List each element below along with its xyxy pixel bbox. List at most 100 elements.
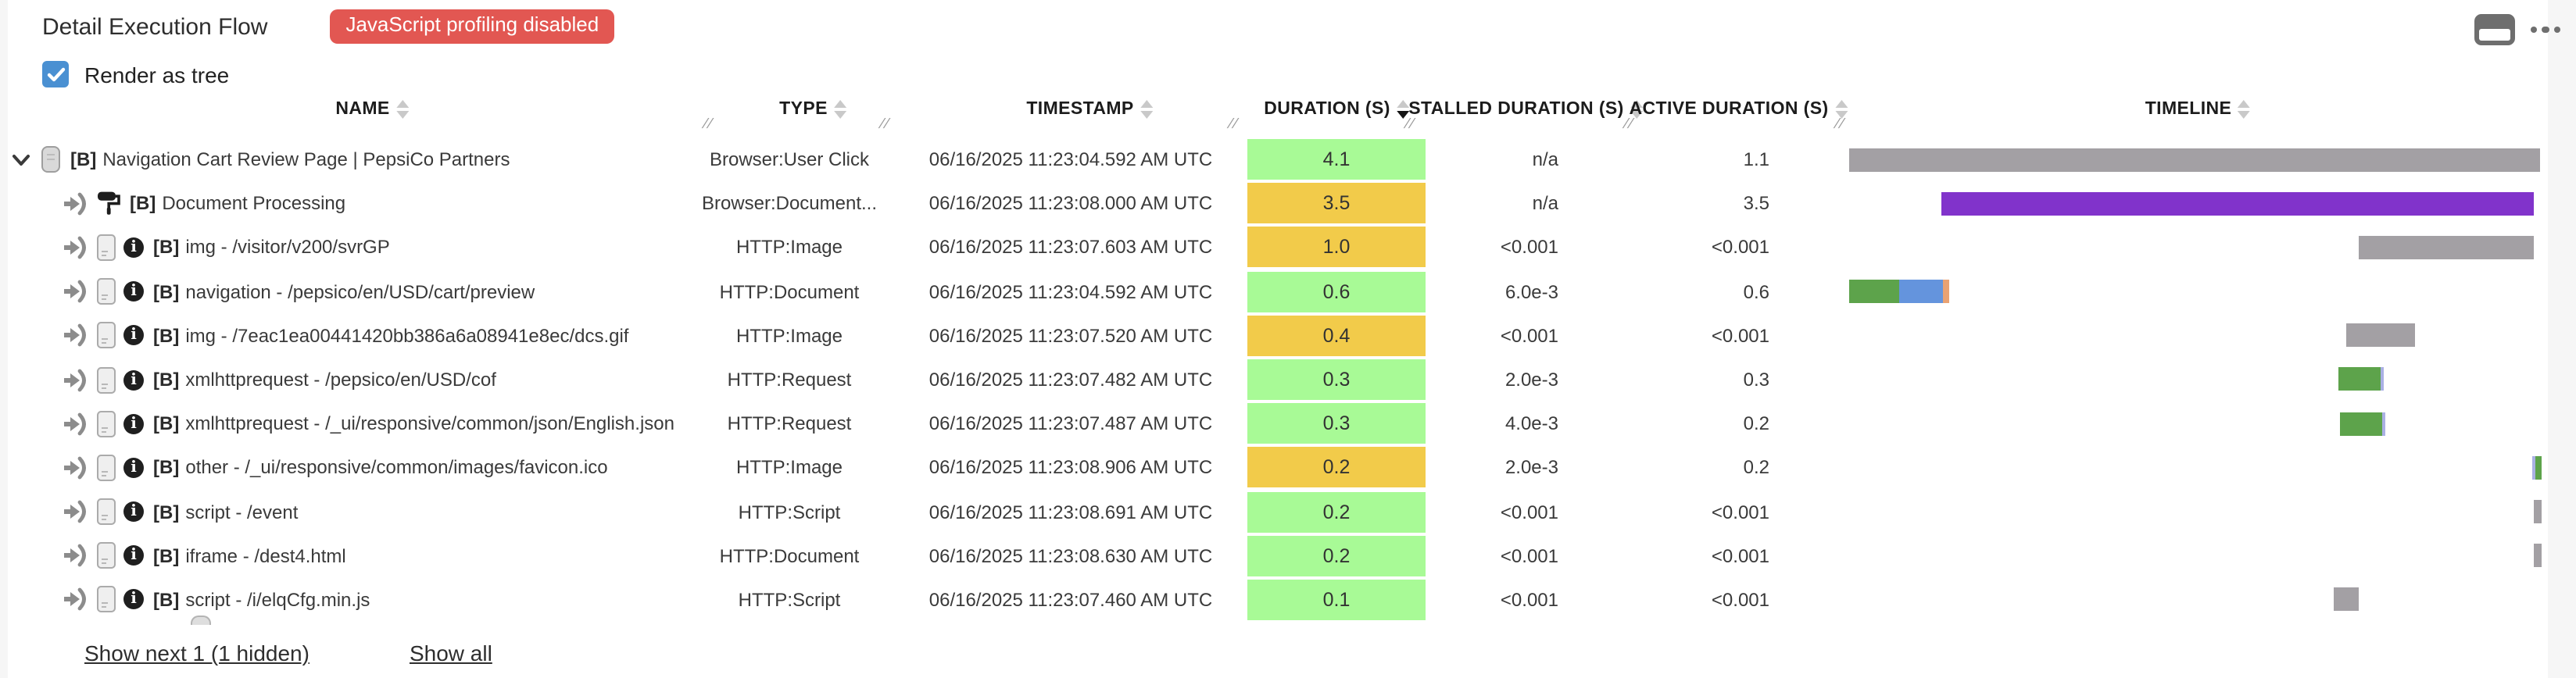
sort-icon[interactable] [395, 100, 409, 119]
stalled-duration-cell: 6.0e-3 [1504, 280, 1558, 303]
table-row[interactable]: i [B] script - /event HTTP:Script 06/16/2… [0, 490, 2576, 533]
timestamp-cell: 06/16/2025 11:23:07.482 AM UTC [928, 369, 1213, 391]
column-resize-handle[interactable]: // [700, 116, 716, 131]
timestamp-cell: 06/16/2025 11:23:07.460 AM UTC [928, 588, 1213, 611]
info-icon[interactable]: i [123, 413, 144, 434]
column-header-timeline[interactable]: TIMELINE [2145, 100, 2251, 119]
stalled-duration-cell: 2.0e-3 [1504, 456, 1558, 479]
duration-cell: 1.0 [1247, 227, 1426, 268]
type-cell: HTTP:Request [727, 412, 852, 435]
timeline-bar-gray [2534, 544, 2542, 568]
info-icon[interactable]: i [123, 369, 144, 391]
render-as-tree-label: Render as tree [84, 62, 230, 87]
event-name: img - /visitor/v200/svrGP [185, 236, 390, 259]
sort-icon[interactable] [833, 100, 846, 119]
render-as-tree-checkbox[interactable] [42, 61, 69, 87]
column-header-type[interactable]: TYPE [779, 100, 846, 119]
table-header: NAME TYPE TIMESTAMP DURATION (S) STALLED… [0, 100, 2576, 134]
sort-icon[interactable] [1834, 100, 1848, 119]
timeline-bar-green [1849, 280, 1900, 304]
column-header-active-duration[interactable]: ACTIVE DURATION (S) [1629, 100, 1848, 119]
timeline-cell [1844, 401, 2543, 445]
column-header-timestamp[interactable]: TIMESTAMP [1026, 100, 1153, 119]
timeline-bar-gray [2345, 323, 2416, 348]
show-all-link[interactable]: Show all [409, 641, 492, 666]
sort-icon-desc-active[interactable] [1396, 100, 1409, 119]
table-row[interactable]: i [B] img - /7eac1ea00441420bb386a6a08941… [0, 314, 2576, 358]
timeline-cell [1844, 578, 2543, 622]
more-options-icon[interactable] [2530, 14, 2560, 45]
timeline-bar-lavender [2531, 455, 2535, 480]
right-edge [2548, 0, 2576, 678]
info-icon[interactable]: i [123, 325, 144, 346]
table-row[interactable]: i [B] iframe - /dest4.html HTTP:Document … [0, 533, 2576, 577]
scroll-icon [41, 145, 61, 173]
type-cell: HTTP:Script [738, 501, 841, 523]
sort-icon[interactable] [1630, 100, 1643, 119]
server-icon [97, 278, 116, 305]
timestamp-cell: 06/16/2025 11:23:07.487 AM UTC [928, 412, 1213, 435]
timeline-cell [1844, 314, 2543, 358]
hidden-row-partial-icon [191, 616, 211, 625]
type-cell: HTTP:Image [735, 324, 843, 347]
type-cell: Browser:User Click [709, 148, 869, 171]
type-cell: HTTP:Script [738, 588, 841, 611]
info-icon[interactable]: i [123, 545, 144, 566]
table-row[interactable]: i [B] xmlhttprequest - /pepsico/en/USD/co… [0, 358, 2576, 401]
type-cell: HTTP:Image [735, 236, 843, 259]
timestamp-cell: 06/16/2025 11:23:08.906 AM UTC [928, 456, 1213, 479]
column-resize-handle[interactable]: // [877, 116, 893, 131]
page-title: Detail Execution Flow [42, 13, 268, 40]
active-duration-cell: <0.001 [1711, 236, 1769, 259]
sort-icon[interactable] [1140, 100, 1153, 119]
server-icon [97, 586, 116, 613]
info-icon[interactable]: i [123, 589, 144, 610]
column-header-duration[interactable]: DURATION (S) [1264, 100, 1409, 119]
enter-icon [63, 456, 89, 480]
event-name: navigation - /pepsico/en/USD/cart/previe… [185, 280, 535, 303]
table-row[interactable]: i [B] img - /visitor/v200/svrGP HTTP:Imag… [0, 226, 2576, 269]
duration-cell: 0.4 [1247, 315, 1426, 356]
info-icon[interactable]: i [123, 501, 144, 523]
active-duration-cell: 0.2 [1743, 412, 1769, 435]
timeline-bar-blue [1899, 280, 1944, 304]
panel-layout-icon[interactable] [2474, 14, 2514, 45]
active-duration-cell: 3.5 [1743, 192, 1769, 215]
show-next-link[interactable]: Show next 1 (1 hidden) [84, 641, 309, 666]
table-row[interactable]: [B] Document Processing Browser:Document.… [0, 181, 2576, 225]
type-cell: HTTP:Request [727, 369, 852, 391]
chevron-down-icon[interactable] [11, 152, 31, 166]
execution-flow-table: [B] Navigation Cart Review Page | PepsiCo… [0, 137, 2576, 622]
column-resize-handle[interactable]: // [1225, 116, 1241, 131]
duration-cell: 0.1 [1247, 579, 1426, 620]
table-row[interactable]: i [B] navigation - /pepsico/en/USD/cart/p… [0, 269, 2576, 313]
sort-icon[interactable] [2238, 100, 2251, 119]
timestamp-cell: 06/16/2025 11:23:08.000 AM UTC [928, 192, 1213, 215]
active-duration-cell: 0.3 [1743, 369, 1769, 391]
table-row[interactable]: i [B] script - /i/elqCfg.min.js HTTP:Scri… [0, 578, 2576, 622]
event-name: xmlhttprequest - /_ui/responsive/common/… [185, 412, 674, 435]
name-cell: i [B] script - /event [0, 490, 738, 533]
info-icon[interactable]: i [123, 457, 144, 478]
js-profiling-disabled-badge: JavaScript profiling disabled [330, 9, 615, 44]
timeline-bar-lavender [2380, 367, 2385, 391]
server-icon [97, 234, 116, 261]
info-icon[interactable]: i [123, 281, 144, 302]
info-icon[interactable]: i [123, 237, 144, 258]
duration-cell: 0.3 [1247, 403, 1426, 444]
stalled-duration-cell: n/a [1532, 192, 1558, 215]
name-cell: i [B] img - /7eac1ea00441420bb386a6a08941… [0, 314, 738, 358]
name-cell: i [B] script - /i/elqCfg.min.js [0, 578, 738, 622]
column-header-name[interactable]: NAME [335, 100, 409, 119]
timeline-bar-orange [1943, 280, 1949, 304]
table-row[interactable]: i [B] other - /_ui/responsive/common/imag… [0, 446, 2576, 490]
column-header-stalled-duration[interactable]: STALLED DURATION (S) [1408, 100, 1643, 119]
table-row[interactable]: [B] Navigation Cart Review Page | PepsiCo… [0, 137, 2576, 181]
event-name: iframe - /dest4.html [185, 544, 346, 567]
event-name: img - /7eac1ea00441420bb386a6a08941e8ec/… [185, 324, 629, 347]
enter-icon [63, 412, 89, 435]
table-row[interactable]: i [B] xmlhttprequest - /_ui/responsive/co… [0, 401, 2576, 445]
name-cell: i [B] iframe - /dest4.html [0, 533, 738, 577]
enter-icon [63, 192, 89, 216]
timestamp-cell: 06/16/2025 11:23:04.592 AM UTC [928, 280, 1213, 303]
